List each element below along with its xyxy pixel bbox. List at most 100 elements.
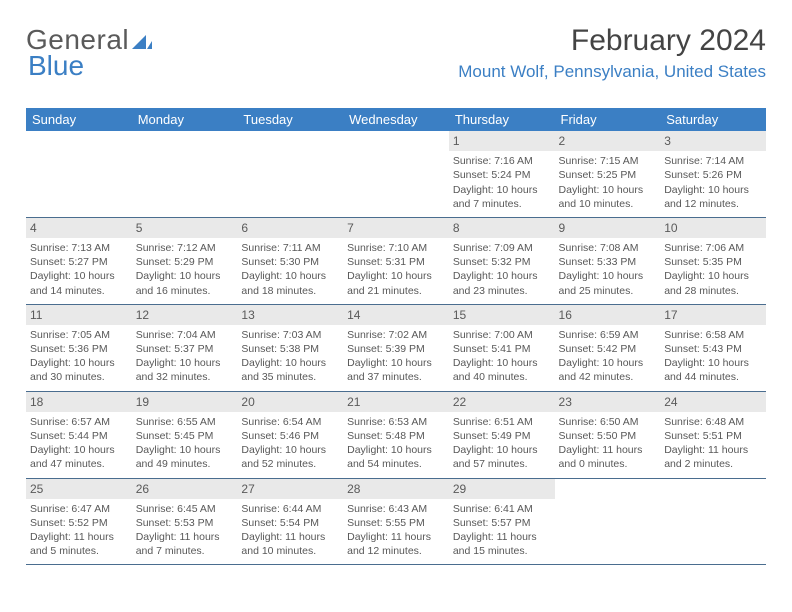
day-number: 7: [343, 218, 449, 238]
daylight-text: Daylight: 10 hours and 57 minutes.: [453, 443, 551, 471]
calendar-cell: 2 Sunrise: 7:15 AMSunset: 5:25 PMDaylight…: [555, 131, 661, 217]
logo-text-blue: Blue: [28, 50, 84, 81]
sunset-text: Sunset: 5:46 PM: [241, 429, 339, 443]
calendar-body: 1Sunrise: 7:16 AMSunset: 5:24 PMDaylight…: [26, 131, 766, 565]
sunset-text: Sunset: 5:26 PM: [664, 168, 762, 182]
day-number: 8: [449, 218, 555, 238]
calendar-cell: 10Sunrise: 7:06 AMSunset: 5:35 PMDayligh…: [660, 217, 766, 304]
calendar-cell: [132, 131, 238, 217]
sunrise-text: Sunrise: 7:16 AM: [453, 154, 551, 168]
calendar-cell: 12Sunrise: 7:04 AMSunset: 5:37 PMDayligh…: [132, 304, 238, 391]
sunrise-text: Sunrise: 6:43 AM: [347, 502, 445, 516]
day-number: 26: [132, 479, 238, 499]
col-tuesday: Tuesday: [237, 108, 343, 131]
day-info: Sunrise: 6:45 AMSunset: 5:53 PMDaylight:…: [136, 502, 234, 559]
sunset-text: Sunset: 5:30 PM: [241, 255, 339, 269]
sunrise-text: Sunrise: 6:55 AM: [136, 415, 234, 429]
daylight-text: Daylight: 10 hours and 21 minutes.: [347, 269, 445, 297]
daylight-text: Daylight: 10 hours and 54 minutes.: [347, 443, 445, 471]
day-info: Sunrise: 7:12 AMSunset: 5:29 PMDaylight:…: [136, 241, 234, 298]
day-number: 20: [237, 392, 343, 412]
sunrise-text: Sunrise: 7:02 AM: [347, 328, 445, 342]
sunset-text: Sunset: 5:55 PM: [347, 516, 445, 530]
calendar-cell: 25Sunrise: 6:47 AMSunset: 5:52 PMDayligh…: [26, 478, 132, 565]
day-number: 29: [449, 479, 555, 499]
day-info: Sunrise: 6:41 AMSunset: 5:57 PMDaylight:…: [453, 502, 551, 559]
sunset-text: Sunset: 5:33 PM: [559, 255, 657, 269]
sunset-text: Sunset: 5:38 PM: [241, 342, 339, 356]
daylight-text: Daylight: 10 hours and 49 minutes.: [136, 443, 234, 471]
daylight-text: Daylight: 10 hours and 35 minutes.: [241, 356, 339, 384]
sunset-text: Sunset: 5:43 PM: [664, 342, 762, 356]
daylight-text: Daylight: 10 hours and 23 minutes.: [453, 269, 551, 297]
calendar-cell: 8Sunrise: 7:09 AMSunset: 5:32 PMDaylight…: [449, 217, 555, 304]
day-number: 27: [237, 479, 343, 499]
daylight-text: Daylight: 10 hours and 14 minutes.: [30, 269, 128, 297]
day-number: 16: [555, 305, 661, 325]
calendar-cell: 6Sunrise: 7:11 AMSunset: 5:30 PMDaylight…: [237, 217, 343, 304]
calendar-cell: 3Sunrise: 7:14 AMSunset: 5:26 PMDaylight…: [660, 131, 766, 217]
day-number: 12: [132, 305, 238, 325]
day-number: 1: [449, 131, 555, 151]
sunrise-text: Sunrise: 7:03 AM: [241, 328, 339, 342]
day-number: 23: [555, 392, 661, 412]
daylight-text: Daylight: 10 hours and 7 minutes.: [453, 183, 551, 211]
sunrise-text: Sunrise: 6:54 AM: [241, 415, 339, 429]
day-info: Sunrise: 7:11 AMSunset: 5:30 PMDaylight:…: [241, 241, 339, 298]
daylight-text: Daylight: 11 hours and 12 minutes.: [347, 530, 445, 558]
day-info: Sunrise: 7:02 AMSunset: 5:39 PMDaylight:…: [347, 328, 445, 385]
calendar-cell: 22Sunrise: 6:51 AMSunset: 5:49 PMDayligh…: [449, 391, 555, 478]
daylight-text: Daylight: 10 hours and 10 minutes.: [559, 183, 657, 211]
sunrise-text: Sunrise: 6:48 AM: [664, 415, 762, 429]
day-number: 21: [343, 392, 449, 412]
day-number: 11: [26, 305, 132, 325]
title-block: February 2024 Mount Wolf, Pennsylvania, …: [458, 24, 766, 82]
day-number: 3: [660, 131, 766, 151]
calendar-cell: 27 Sunrise: 6:44 AMSunset: 5:54 PMDayligh…: [237, 478, 343, 565]
sunset-text: Sunset: 5:27 PM: [30, 255, 128, 269]
sunset-text: Sunset: 5:35 PM: [664, 255, 762, 269]
day-info: Sunrise: 6:54 AMSunset: 5:46 PMDaylight:…: [241, 415, 339, 472]
sunset-text: Sunset: 5:51 PM: [664, 429, 762, 443]
col-monday: Monday: [132, 108, 238, 131]
sunrise-text: Sunrise: 6:59 AM: [559, 328, 657, 342]
day-info: Sunrise: 6:57 AMSunset: 5:44 PMDaylight:…: [30, 415, 128, 472]
daylight-text: Daylight: 10 hours and 52 minutes.: [241, 443, 339, 471]
calendar-cell: 17Sunrise: 6:58 AMSunset: 5:43 PMDayligh…: [660, 304, 766, 391]
daylight-text: Daylight: 11 hours and 7 minutes.: [136, 530, 234, 558]
day-number: 2: [555, 131, 661, 151]
day-number: 10: [660, 218, 766, 238]
day-info: Sunrise: 7:10 AMSunset: 5:31 PMDaylight:…: [347, 241, 445, 298]
sunset-text: Sunset: 5:32 PM: [453, 255, 551, 269]
daylight-text: Daylight: 10 hours and 40 minutes.: [453, 356, 551, 384]
day-info: Sunrise: 6:50 AMSunset: 5:50 PMDaylight:…: [559, 415, 657, 472]
sunrise-text: Sunrise: 6:44 AM: [241, 502, 339, 516]
calendar-cell: 13Sunrise: 7:03 AMSunset: 5:38 PMDayligh…: [237, 304, 343, 391]
calendar-cell: 18Sunrise: 6:57 AMSunset: 5:44 PMDayligh…: [26, 391, 132, 478]
calendar-cell: 16 Sunrise: 6:59 AMSunset: 5:42 PMDayligh…: [555, 304, 661, 391]
sunrise-text: Sunrise: 7:05 AM: [30, 328, 128, 342]
day-info: Sunrise: 7:08 AMSunset: 5:33 PMDaylight:…: [559, 241, 657, 298]
calendar-cell: [660, 478, 766, 565]
sunrise-text: Sunrise: 6:47 AM: [30, 502, 128, 516]
day-info: Sunrise: 6:59 AMSunset: 5:42 PMDaylight:…: [559, 328, 657, 385]
day-number: 24: [660, 392, 766, 412]
month-title: February 2024: [458, 24, 766, 58]
calendar-cell: 21Sunrise: 6:53 AMSunset: 5:48 PMDayligh…: [343, 391, 449, 478]
day-info: Sunrise: 7:03 AMSunset: 5:38 PMDaylight:…: [241, 328, 339, 385]
calendar-cell: 28Sunrise: 6:43 AMSunset: 5:55 PMDayligh…: [343, 478, 449, 565]
day-header-row: Sunday Monday Tuesday Wednesday Thursday…: [26, 108, 766, 131]
day-number: 25: [26, 479, 132, 499]
calendar-cell: 7 Sunrise: 7:10 AMSunset: 5:31 PMDaylight…: [343, 217, 449, 304]
day-info: Sunrise: 6:48 AMSunset: 5:51 PMDaylight:…: [664, 415, 762, 472]
calendar-cell: [343, 131, 449, 217]
sunset-text: Sunset: 5:42 PM: [559, 342, 657, 356]
location: Mount Wolf, Pennsylvania, United States: [458, 62, 766, 82]
sunset-text: Sunset: 5:50 PM: [559, 429, 657, 443]
day-info: Sunrise: 7:15 AMSunset: 5:25 PMDaylight:…: [559, 154, 657, 211]
col-friday: Friday: [555, 108, 661, 131]
daylight-text: Daylight: 10 hours and 42 minutes.: [559, 356, 657, 384]
day-info: Sunrise: 6:44 AMSunset: 5:54 PMDaylight:…: [241, 502, 339, 559]
calendar-cell: 1Sunrise: 7:16 AMSunset: 5:24 PMDaylight…: [449, 131, 555, 217]
calendar-cell: 23 Sunrise: 6:50 AMSunset: 5:50 PMDayligh…: [555, 391, 661, 478]
